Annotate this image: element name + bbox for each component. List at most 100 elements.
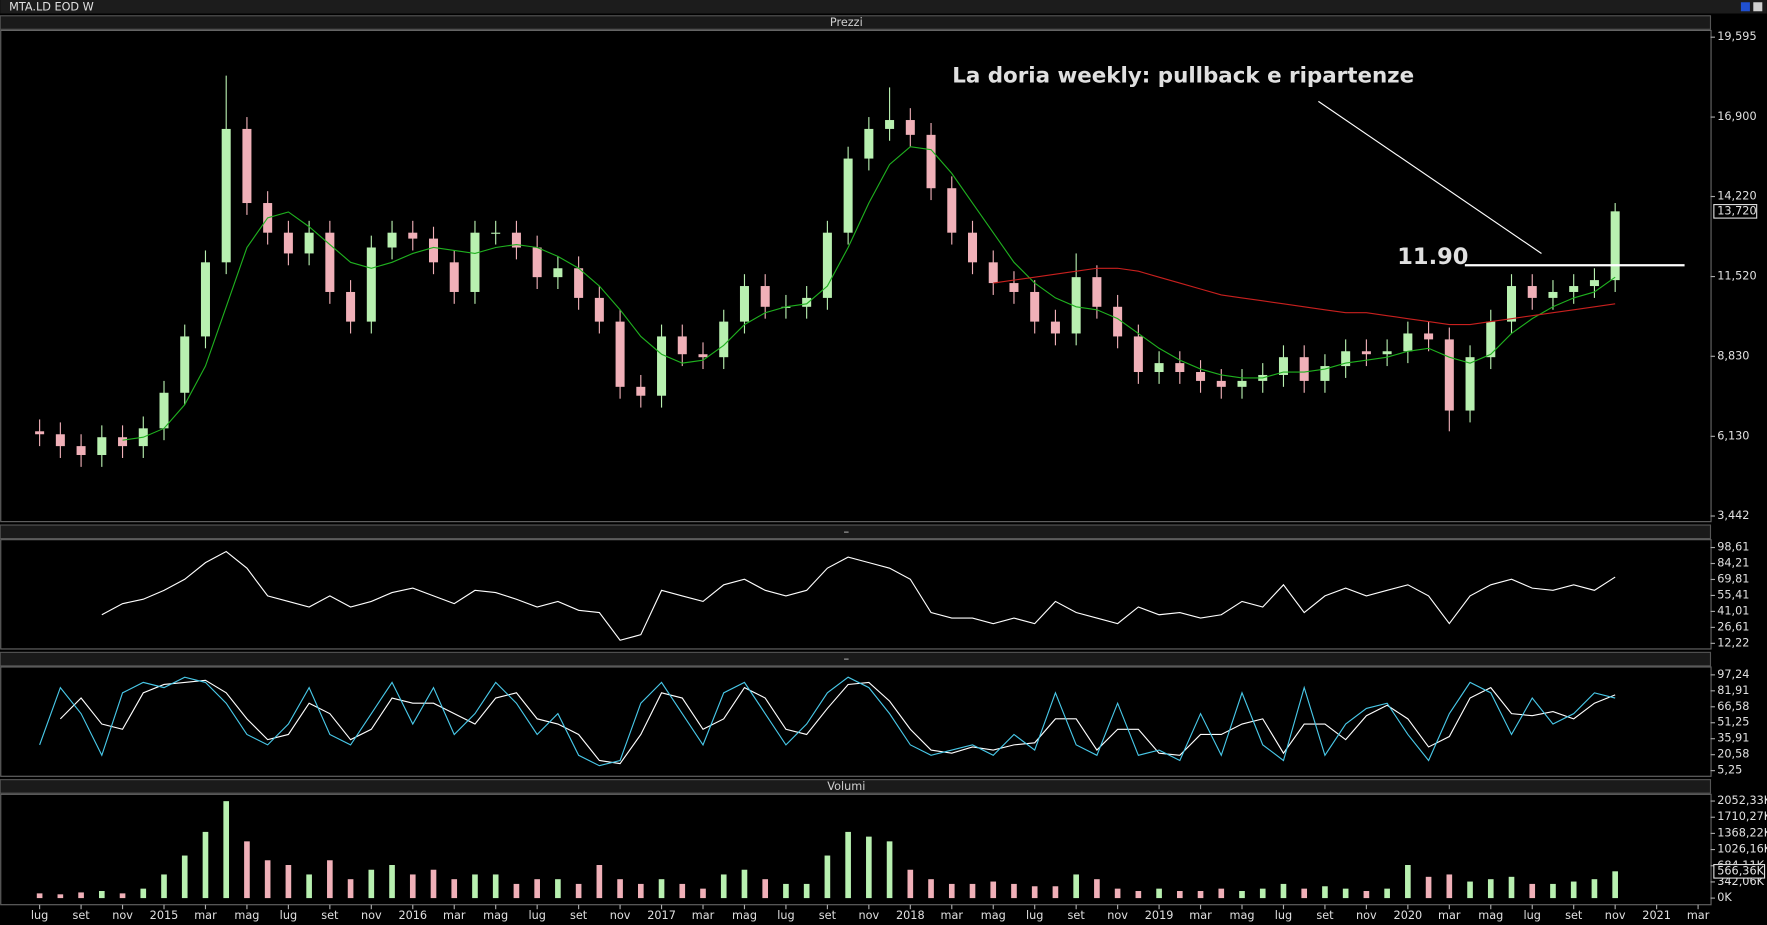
volume-bar [1280,883,1287,899]
volume-bar [78,892,84,899]
volume-bar [1259,888,1266,899]
candle-body [1050,321,1060,334]
candle-body [594,297,604,322]
series-line [993,267,1616,326]
candle-body [428,238,439,263]
volume-bar [679,883,686,899]
volume-bar [1529,883,1536,899]
candle-body [677,336,687,355]
volume-bar [1011,883,1017,899]
volume-bar [845,831,851,899]
candle-body [574,268,584,298]
candle-body [180,336,190,393]
title-bar [0,0,1767,14]
x-tick-label: mag [981,909,1006,922]
y-tick-label: 3,442 [1717,509,1749,522]
candle-body [1507,286,1517,322]
volume-bar [1487,879,1494,899]
volume-bar [161,874,167,899]
candle-body [636,386,646,396]
volume-bar [948,883,955,899]
x-tick-label: nov [1605,909,1626,922]
volume-bar [658,879,665,899]
window-button[interactable] [1740,2,1750,12]
x-tick-label: 2019 [1145,909,1174,922]
volume-bar [327,860,333,899]
candle-body [1424,333,1434,340]
candle-body [200,262,210,337]
volume-bar [36,893,43,899]
candle-body [470,232,480,292]
volume-bar [1446,874,1453,899]
candle-body [760,286,770,307]
y-tick-label: 16,900 [1717,110,1756,123]
volume-bar [472,874,478,899]
last-value-box [1713,863,1766,879]
volume-bar [202,831,209,899]
window-button[interactable] [1753,2,1763,12]
last-value-label: 566,36K [1717,864,1764,877]
x-tick-label: mar [941,909,964,922]
series-line [101,550,1616,641]
chart-title: La doria weekly: pullback e ripartenze [952,64,1414,89]
candle-body [325,232,335,292]
candle-body [1030,291,1040,322]
candle-body [1071,277,1081,334]
volume-bar [534,879,540,899]
volume-bar [306,874,312,899]
candle-body [76,446,86,456]
volume-bar [1218,888,1225,899]
volume-bar [1156,888,1162,899]
volume-bar [617,879,623,899]
candle-body [739,286,749,322]
candle-body [1092,277,1102,307]
candle-body [822,232,832,298]
candle-body [532,247,542,278]
volume-bar [98,891,105,899]
candle-body [449,262,459,292]
volume-bar [1094,879,1100,899]
candle-body [408,232,418,239]
candle-body [97,437,107,456]
candle-body [1320,366,1330,381]
y-tick-label: 98,61 [1717,541,1749,554]
volume-bar [803,883,810,899]
volume-bar [1052,886,1059,899]
last-value-box [1713,204,1758,219]
candle-body [242,128,252,204]
candle-body [698,354,708,358]
y-tick-label: 81,91 [1717,684,1749,697]
candle-body [35,431,45,435]
candle-body [802,297,812,307]
volume-bar [1073,874,1079,899]
x-tick-label: mar [1438,909,1461,922]
candle-body [283,232,293,254]
candle-body [988,262,998,284]
y-tick-label: 26,61 [1717,620,1749,633]
volume-bar [969,883,976,899]
volume-bar [409,874,416,899]
panel-header-text: – [844,653,850,666]
volume-bar [1114,888,1121,899]
y-tick-label: 14,220 [1717,190,1756,203]
x-tick-label: lug [1026,909,1043,922]
panel-header [0,524,1712,540]
x-tick-label: lug [280,909,297,922]
x-tick-label: mar [1189,909,1212,922]
candle-body [719,321,729,358]
y-tick-label: 6,130 [1717,429,1749,442]
volume-bar [1197,891,1204,899]
volume-bar [389,864,395,899]
candle-body [159,392,169,429]
volume-bar [181,855,188,899]
x-tick-label: 2018 [896,909,925,922]
x-tick-label: mar [194,909,217,922]
x-tick-label: set [570,909,588,922]
volume-bar [57,894,64,899]
volume-bar [637,883,644,899]
volume-bar [1363,891,1370,899]
volume-bar [1342,888,1349,899]
panel-header [0,779,1712,794]
